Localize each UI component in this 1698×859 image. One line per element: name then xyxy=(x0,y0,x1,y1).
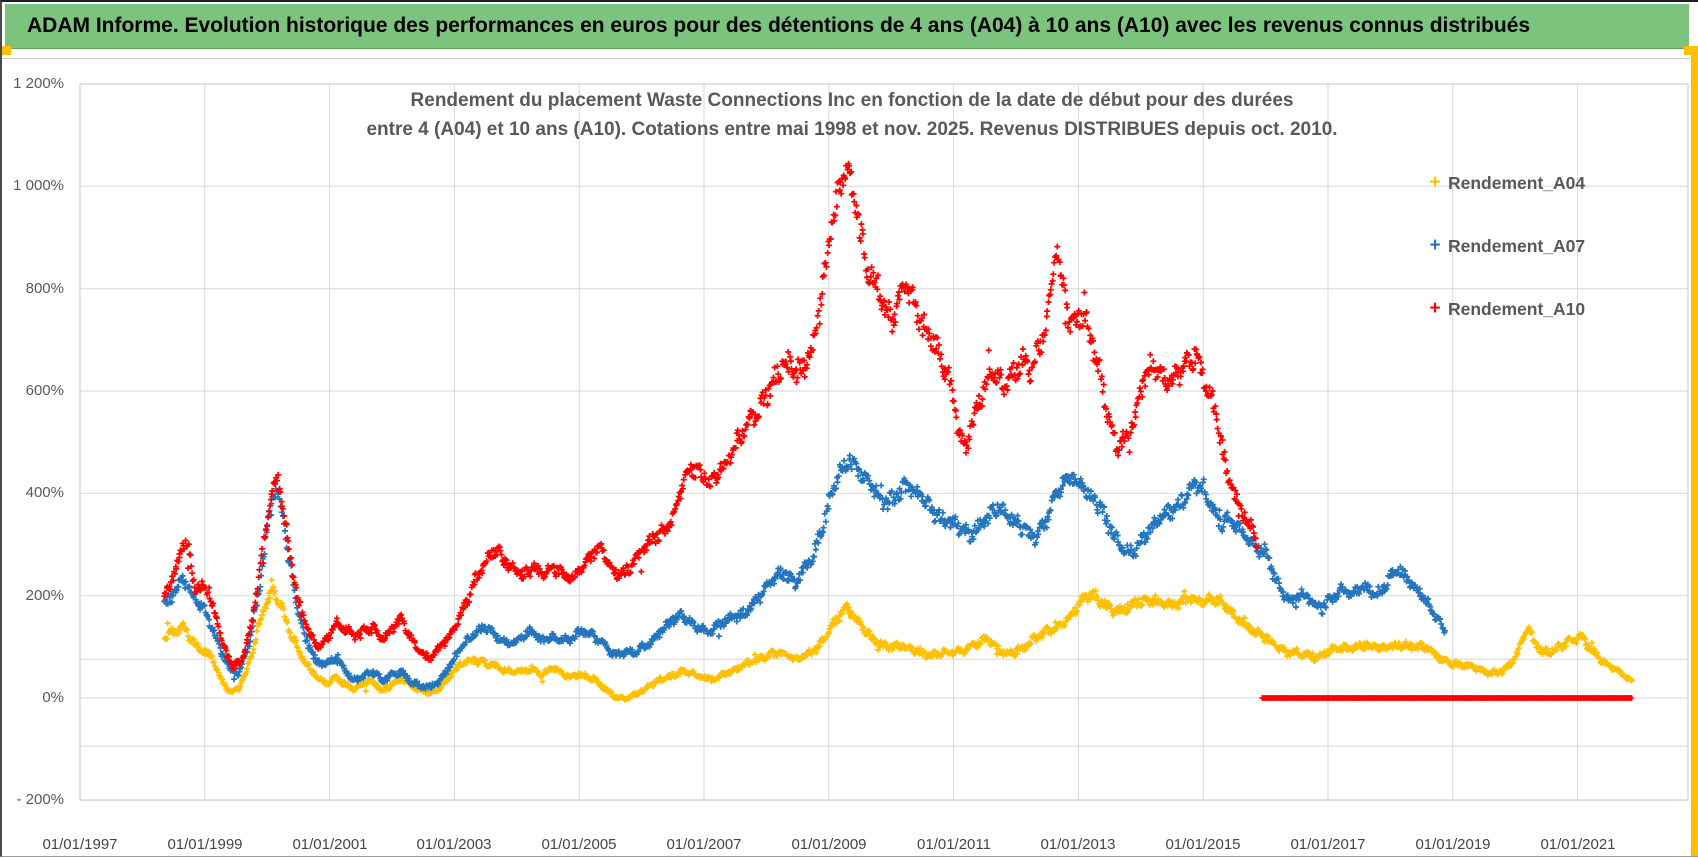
header-title: ADAM Informe. Evolution historique des p… xyxy=(27,14,1531,37)
chart-title-line2: entre 4 (A04) et 10 ans (A10). Cotations… xyxy=(366,119,1338,140)
selection-handle-right xyxy=(1684,46,1693,55)
series-points-Rendement_A07 xyxy=(161,452,1448,692)
y-tick-label: 800% xyxy=(25,280,64,297)
y-tick-label: 1 000% xyxy=(13,177,64,194)
x-tick-label: 01/01/2019 xyxy=(1415,836,1491,853)
legend-item-Rendement_A10[interactable]: + Rendement_A10 xyxy=(1426,296,1585,322)
legend-label: Rendement_A07 xyxy=(1448,235,1586,256)
header-banner: ADAM Informe. Evolution historique des p… xyxy=(5,4,1689,49)
y-tick-label: 1 200% xyxy=(13,75,64,92)
y-tick-label: 600% xyxy=(25,382,64,399)
header-divider xyxy=(2,58,1698,59)
x-tick-label: 01/01/2009 xyxy=(791,836,867,853)
selection-handle-left xyxy=(2,46,11,55)
x-tick-label: 01/01/1997 xyxy=(42,836,118,853)
x-tick-label: 01/01/2001 xyxy=(292,836,368,853)
x-tick-label: 01/01/2021 xyxy=(1540,836,1616,853)
legend-marker-icon: + xyxy=(1429,298,1441,319)
legend-item-Rendement_A07[interactable]: + Rendement_A07 xyxy=(1426,233,1585,259)
y-tick-label: 200% xyxy=(25,587,64,604)
y-tick-label: 400% xyxy=(25,484,64,501)
legend-marker-icon: + xyxy=(1429,172,1441,193)
x-tick-label: 01/01/2007 xyxy=(666,836,742,853)
x-tick-label: 01/01/1999 xyxy=(167,836,243,853)
legend-item-Rendement_A04[interactable]: + Rendement_A04 xyxy=(1426,170,1585,196)
plot-border xyxy=(79,83,1689,801)
x-tick-label: 01/01/2011 xyxy=(917,836,991,853)
x-tick-label: 01/01/2005 xyxy=(541,836,617,853)
y-tick-label: 0% xyxy=(42,689,64,706)
x-tick-label: 01/01/2015 xyxy=(1165,836,1241,853)
legend-label: Rendement_A10 xyxy=(1448,298,1586,319)
right-edge-strip xyxy=(1691,46,1698,856)
x-tick-label: 01/01/2017 xyxy=(1290,836,1366,853)
y-tick-label: - 200% xyxy=(16,791,64,808)
x-tick-label: 01/01/2003 xyxy=(416,836,492,853)
chart-title-line1: Rendement du placement Waste Connections… xyxy=(410,90,1294,111)
legend-label: Rendement_A04 xyxy=(1448,172,1586,193)
x-tick-label: 01/01/2013 xyxy=(1040,836,1116,853)
series-zero-tail-points-Rendement_A10 xyxy=(1259,695,1634,701)
series-points-Rendement_A04 xyxy=(161,577,1635,703)
legend-marker-icon: + xyxy=(1429,235,1441,256)
series-points-Rendement_A10 xyxy=(161,160,1261,672)
chart-title: Rendement du placement Waste Connections… xyxy=(242,86,1462,144)
